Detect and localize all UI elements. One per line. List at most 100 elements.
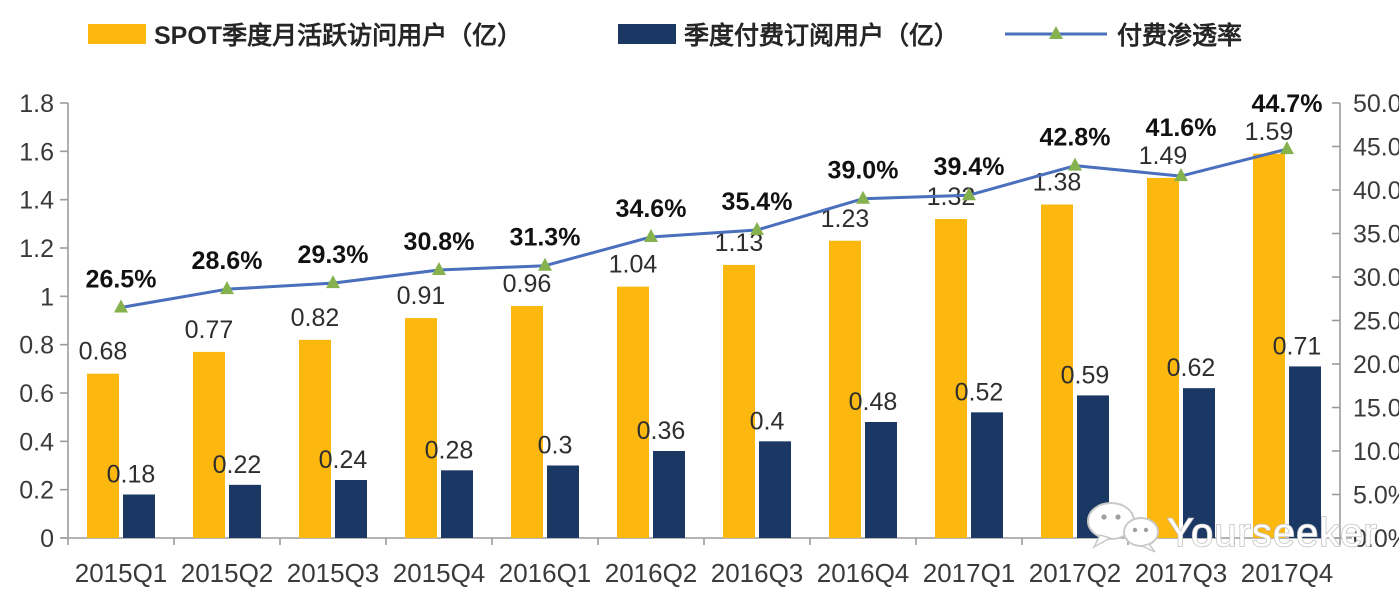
subs-bar-value-label: 0.59 — [1061, 361, 1110, 389]
mau-bar-value-label: 0.82 — [291, 304, 340, 332]
subs-bar-value-label: 0.48 — [849, 388, 898, 416]
x-axis-category-label: 2017Q2 — [1029, 558, 1122, 588]
mau-bar-swatch-icon — [88, 24, 146, 44]
legend-penetration-label: 付费渗透率 — [1117, 22, 1243, 50]
x-axis-category-label: 2016Q3 — [711, 558, 804, 588]
mau-bar — [617, 286, 649, 538]
subs-bar-value-label: 0.36 — [637, 417, 686, 445]
wechat-big-bubble-tail — [1092, 534, 1112, 549]
subs-bar — [1289, 366, 1321, 538]
mau-bar — [193, 351, 225, 538]
left-axis-tick-label: 1.4 — [19, 187, 54, 215]
subs-bar-value-label: 0.24 — [319, 446, 368, 474]
subs-bar-value-label: 0.62 — [1167, 354, 1216, 382]
subs-bar — [1183, 388, 1215, 538]
mau-bar-value-label: 0.77 — [185, 316, 234, 344]
subs-bar — [865, 422, 897, 538]
legend-triangle-marker-icon — [1049, 26, 1063, 39]
right-axis-tick-label: 25.0% — [1353, 308, 1399, 336]
right-axis-tick-label: 40.0% — [1353, 177, 1399, 205]
mau-bar — [405, 318, 437, 538]
legend-subs-label: 季度付费订阅用户（亿） — [684, 22, 960, 50]
x-axis-category-label: 2016Q4 — [817, 558, 910, 588]
mau-bar-value-label: 1.49 — [1139, 142, 1188, 170]
right-axis-tick-label: 15.0% — [1353, 395, 1399, 423]
subs-bar-value-label: 0.52 — [955, 378, 1004, 406]
mau-bar-value-label: 0.96 — [503, 270, 552, 298]
subs-bar — [971, 412, 1003, 538]
penetration-marker-icon — [644, 228, 658, 242]
penetration-value-label: 26.5% — [86, 265, 157, 293]
subs-bar-value-label: 0.4 — [750, 407, 785, 435]
penetration-marker-icon — [962, 187, 976, 201]
subs-bar-value-label: 0.71 — [1273, 332, 1322, 360]
right-axis-tick-label: 45.0% — [1353, 134, 1399, 162]
penetration-marker-icon — [1280, 141, 1294, 155]
legend-item-penetration: 付费渗透率 — [1003, 16, 1242, 52]
subs-bar — [441, 470, 473, 538]
subs-bar-swatch-icon — [618, 24, 676, 44]
subs-bar — [653, 451, 685, 538]
left-axis-tick-label: 0.6 — [19, 380, 54, 408]
x-axis-category-label: 2015Q1 — [75, 558, 168, 588]
mau-bar — [87, 373, 119, 538]
mau-bar-value-label: 1.59 — [1245, 118, 1294, 146]
wechat-eye — [1115, 514, 1121, 520]
left-axis-tick-label: 1.8 — [19, 90, 54, 118]
watermark-text: Yourseeker — [1167, 511, 1378, 555]
x-axis-category-label: 2017Q3 — [1135, 558, 1228, 588]
penetration-value-label: 30.8% — [404, 228, 475, 256]
mau-bar-value-label: 0.91 — [397, 282, 446, 310]
penetration-value-label: 31.3% — [510, 224, 581, 252]
subs-bar-value-label: 0.3 — [538, 432, 573, 460]
left-axis-tick-label: 1.6 — [19, 138, 54, 166]
mau-bar — [299, 339, 331, 538]
subs-bar-value-label: 0.28 — [425, 436, 474, 464]
x-axis-category-label: 2017Q1 — [923, 558, 1016, 588]
x-axis-category-label: 2016Q2 — [605, 558, 698, 588]
subs-bar-value-label: 0.18 — [107, 461, 156, 489]
right-axis-tick-label: 0.0% — [1353, 525, 1399, 553]
mau-bar — [511, 306, 543, 538]
penetration-marker-icon — [220, 281, 234, 295]
wechat-eye — [1101, 514, 1107, 520]
x-axis-category-label: 2015Q2 — [181, 558, 274, 588]
wechat-icon — [1087, 502, 1159, 553]
wechat-small-bubble-tail — [1139, 543, 1156, 553]
mau-bar-value-label: 0.68 — [79, 338, 128, 366]
penetration-marker-icon — [326, 275, 340, 289]
right-axis-tick-label: 20.0% — [1353, 351, 1399, 379]
left-axis-tick-label: 0 — [40, 525, 54, 553]
left-axis-tick-label: 1 — [40, 283, 54, 311]
wechat-eye — [1132, 527, 1138, 533]
subs-bar — [335, 480, 367, 538]
legend-mau-label: SPOT季度月活跃访问用户（亿） — [154, 22, 523, 50]
penetration-marker-icon — [1068, 157, 1082, 171]
mau-bar — [1147, 177, 1179, 538]
x-axis-category-label: 2015Q4 — [393, 558, 486, 588]
penetration-value-label: 42.8% — [1040, 124, 1111, 152]
penetration-value-label: 41.6% — [1146, 114, 1217, 142]
x-axis-category-label: 2016Q1 — [499, 558, 592, 588]
subs-bar — [229, 484, 261, 538]
left-axis-tick-label: 0.8 — [19, 332, 54, 360]
penetration-value-label: 28.6% — [192, 247, 263, 275]
watermark: Yourseeker — [1087, 502, 1378, 556]
mau-bar — [1253, 153, 1285, 538]
penetration-marker-icon — [538, 257, 552, 271]
penetration-value-label: 35.4% — [722, 188, 793, 216]
right-axis-tick-label: 5.0% — [1353, 482, 1399, 510]
penetration-value-label: 44.7% — [1252, 90, 1323, 118]
right-axis-tick-label: 30.0% — [1353, 264, 1399, 292]
mau-bar-value-label: 1.04 — [609, 251, 658, 279]
mau-bar — [1041, 204, 1073, 538]
line-marker-swatch-icon — [1005, 26, 1107, 39]
subs-bar — [759, 441, 791, 538]
subs-bar — [123, 494, 155, 538]
wechat-eye — [1143, 527, 1149, 533]
penetration-value-label: 39.4% — [934, 153, 1005, 181]
wechat-small-bubble — [1123, 517, 1159, 547]
left-axis-tick-label: 0.4 — [19, 428, 54, 456]
right-axis-tick-label: 50.0% — [1353, 90, 1399, 118]
